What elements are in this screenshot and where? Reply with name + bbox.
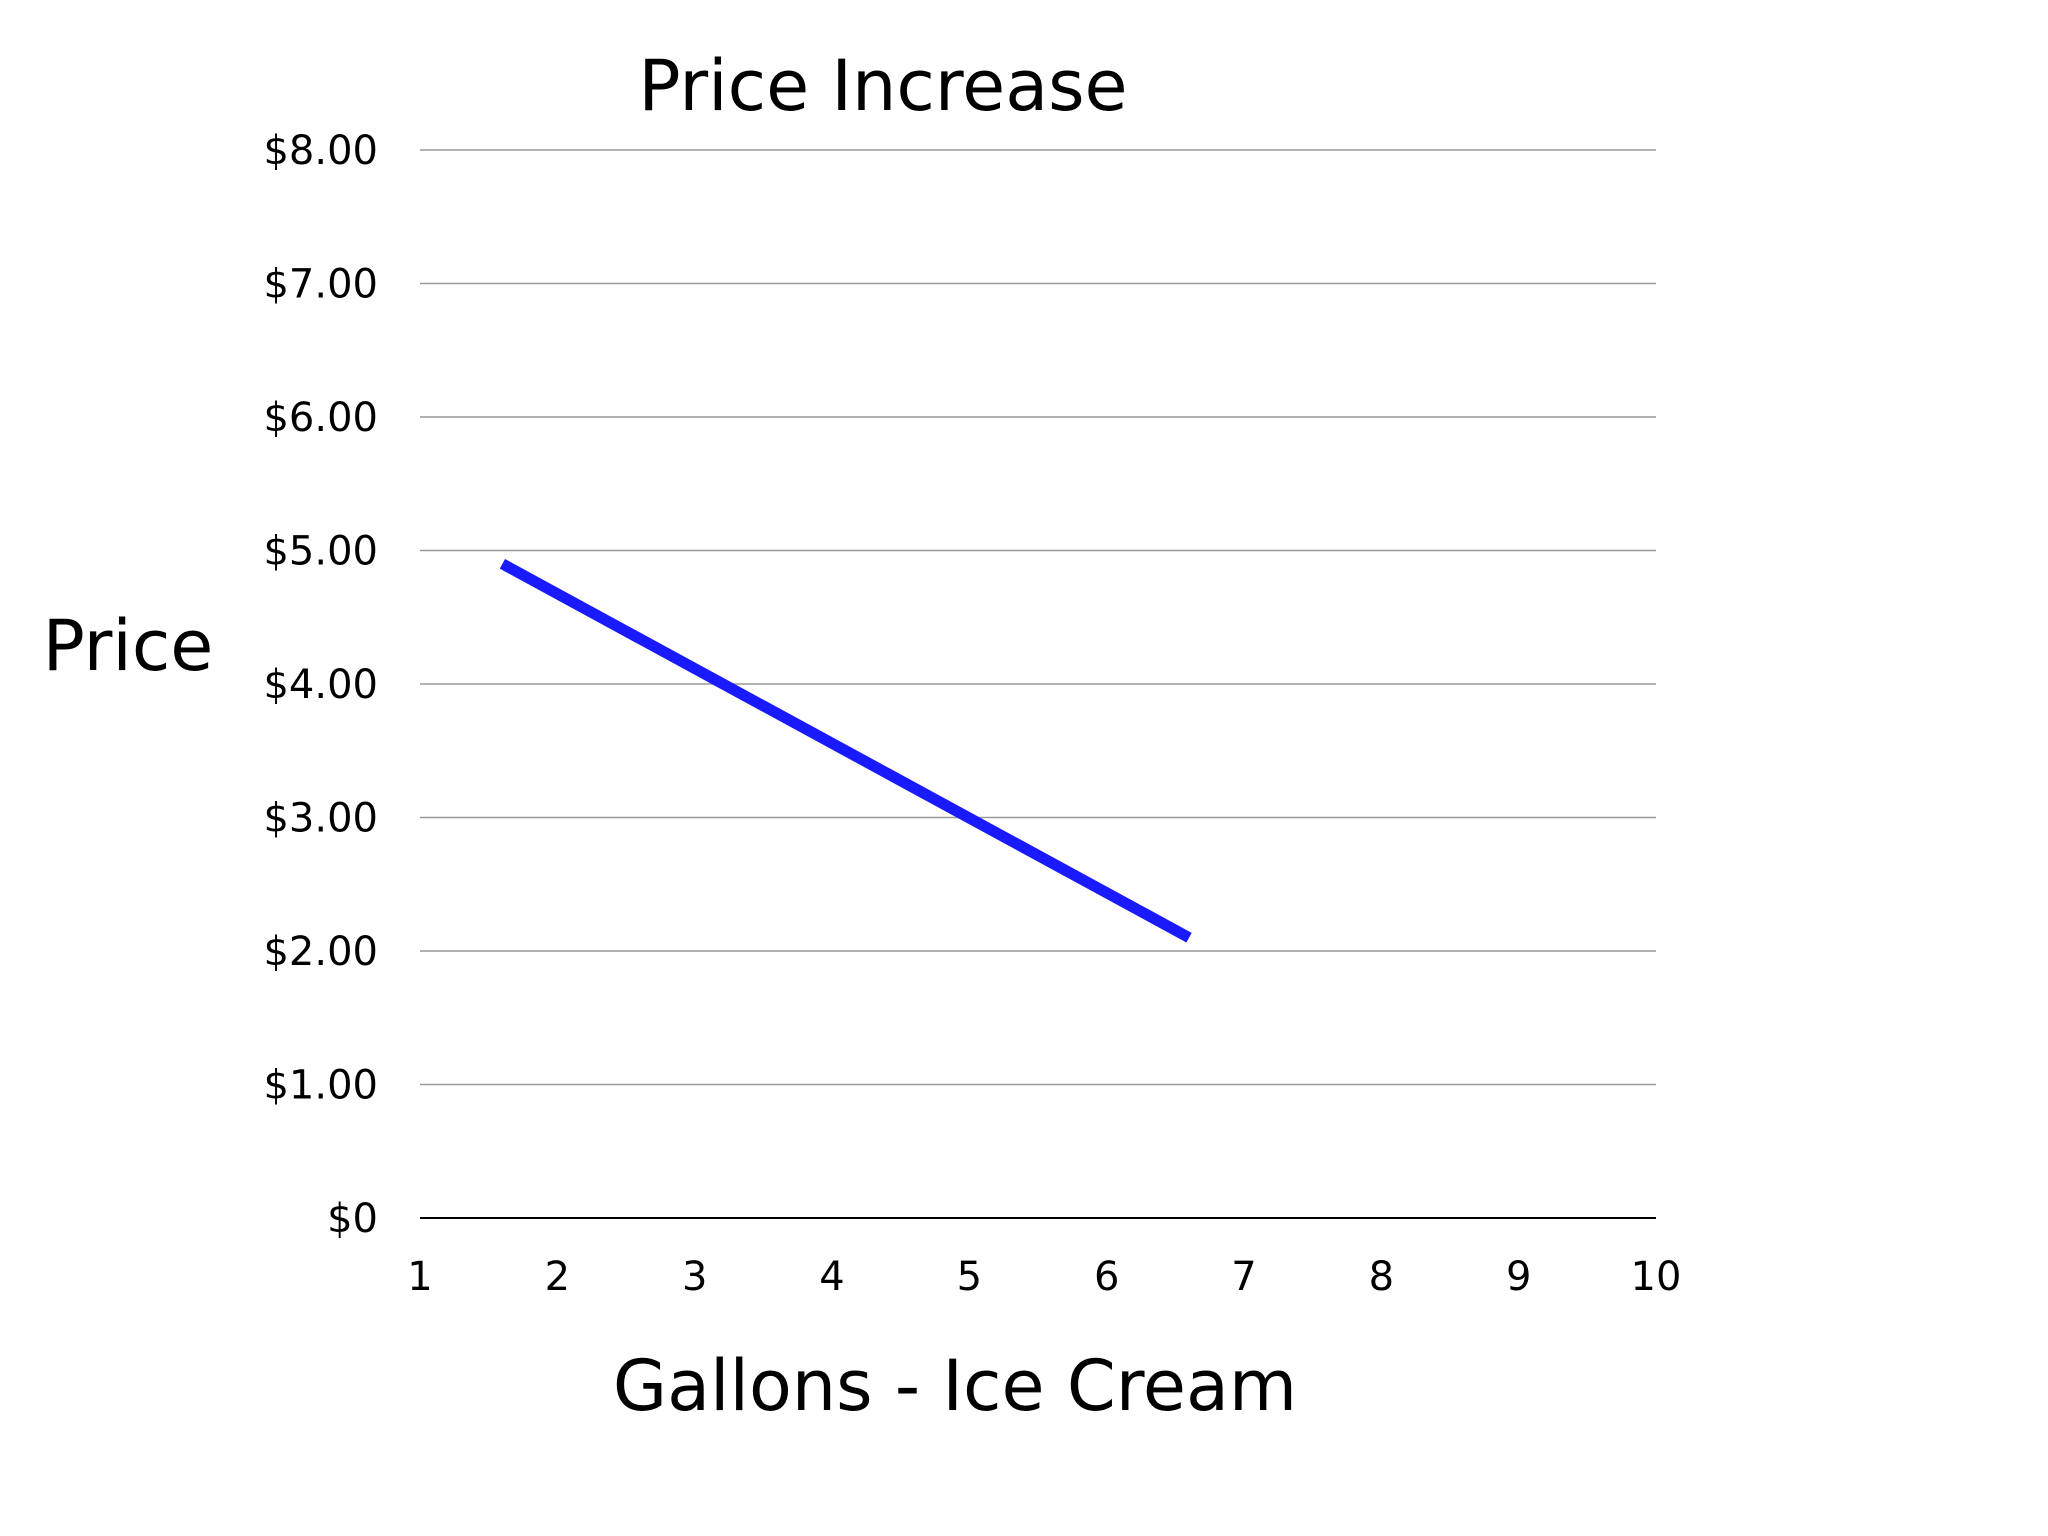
y-tick-label: $1.00 (263, 1063, 378, 1109)
x-tick-label: 7 (1231, 1254, 1256, 1300)
x-tick-label: 6 (1094, 1254, 1119, 1300)
y-tick-label: $8.00 (263, 128, 378, 174)
series-line (499, 559, 1192, 943)
series-group (499, 559, 1192, 943)
y-tick-label: $6.00 (263, 395, 378, 441)
x-tick-label: 8 (1369, 1254, 1394, 1300)
y-tick-label: $5.00 (263, 529, 378, 575)
y-tick-label: $4.00 (263, 662, 378, 708)
y-tick-label: $2.00 (263, 929, 378, 975)
y-tick-label: $3.00 (263, 796, 378, 842)
x-tick-label: 3 (682, 1254, 707, 1300)
x-tick-label: 4 (819, 1254, 844, 1300)
x-tick-label: 2 (545, 1254, 570, 1300)
y-axis-title: Price (43, 605, 214, 687)
x-tick-label: 10 (1631, 1254, 1682, 1300)
x-tick-label: 5 (957, 1254, 982, 1300)
x-axis-title: Gallons - Ice Cream (613, 1345, 1297, 1427)
chart-title: Price Increase (638, 45, 1127, 127)
x-axis-ticks: 1 2 3 4 5 6 7 8 9 10 (407, 1254, 1681, 1300)
y-tick-label: $7.00 (263, 262, 378, 308)
x-tick-label: 9 (1506, 1254, 1531, 1300)
x-tick-label: 1 (407, 1254, 432, 1300)
y-axis-ticks: $0 $1.00 $2.00 $3.00 $4.00 $5.00 $6.00 $7.00 $8.… (263, 128, 378, 1242)
gridlines (420, 149, 1656, 1219)
y-tick-label: $0 (327, 1196, 378, 1242)
